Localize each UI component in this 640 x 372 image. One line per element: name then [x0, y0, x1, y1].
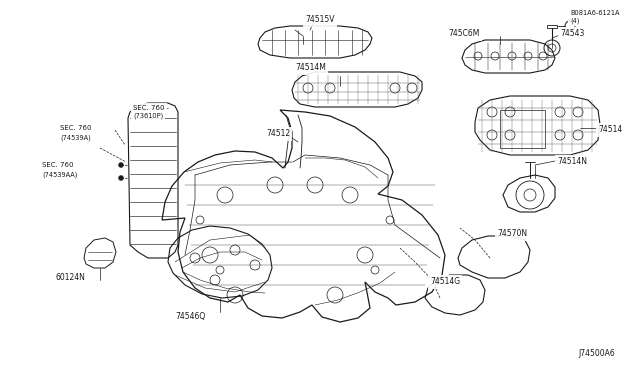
Text: 74514M: 74514M [295, 64, 326, 73]
Text: 74515V: 74515V [305, 16, 335, 25]
Text: (74539AA): (74539AA) [42, 172, 77, 178]
Text: 74514G: 74514G [430, 278, 460, 286]
Text: 74514N: 74514N [557, 157, 587, 167]
Text: (74539A): (74539A) [60, 135, 91, 141]
Text: 74546Q: 74546Q [175, 311, 205, 321]
Text: SEC. 760: SEC. 760 [60, 125, 92, 131]
Text: (73610P): (73610P) [133, 113, 163, 119]
Circle shape [118, 176, 124, 180]
Text: 74570N: 74570N [497, 230, 527, 238]
Text: J74500A6: J74500A6 [579, 349, 615, 358]
Text: 74543: 74543 [560, 29, 584, 38]
Text: SEC. 760: SEC. 760 [42, 162, 74, 168]
Text: 74512: 74512 [266, 129, 290, 138]
Text: 74514: 74514 [598, 125, 622, 135]
Text: 745C6M: 745C6M [448, 29, 479, 38]
Text: 60124N: 60124N [55, 273, 85, 282]
Circle shape [118, 163, 124, 167]
Text: B081A6-6121A
(4): B081A6-6121A (4) [570, 10, 620, 24]
Text: SEC. 760: SEC. 760 [133, 105, 164, 111]
